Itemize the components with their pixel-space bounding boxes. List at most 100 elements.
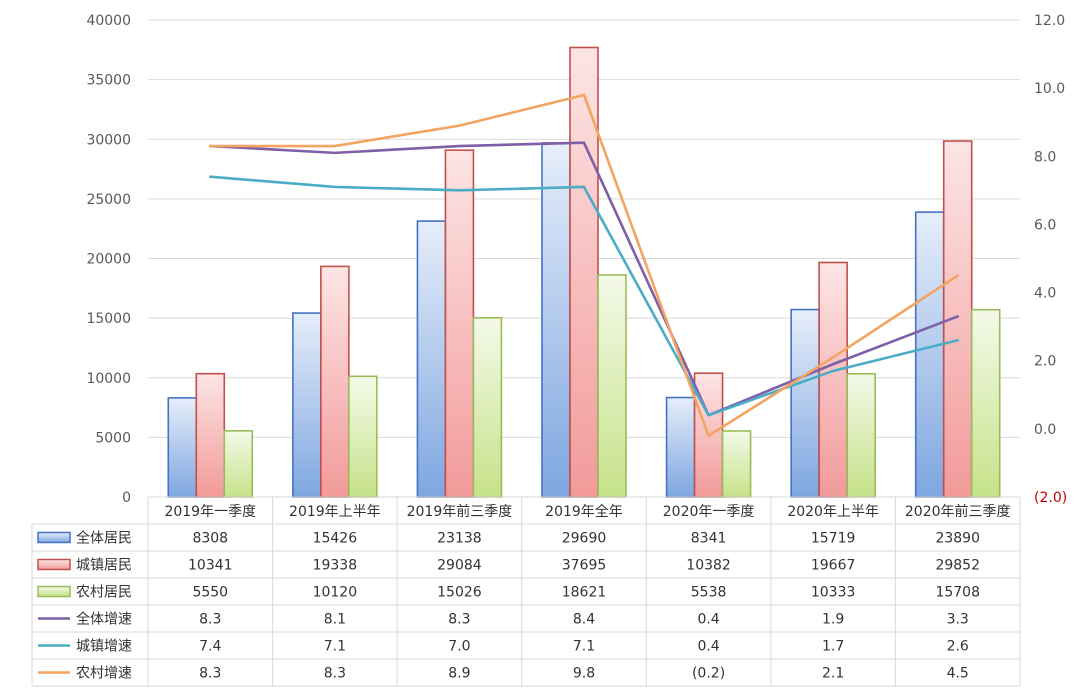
data-cell: 18621	[562, 585, 607, 601]
category-label: 2019年一季度	[164, 504, 256, 520]
bar-3	[846, 372, 876, 498]
y-right-tick-label: 6.0	[1034, 217, 1056, 233]
bar-1	[790, 308, 820, 498]
data-cell: 8.9	[448, 666, 470, 682]
y-left-tick-label: 40000	[86, 13, 131, 29]
legend-key	[37, 585, 71, 598]
y-right-tick-label: 10.0	[1034, 81, 1065, 97]
data-cell: 3.3	[947, 612, 969, 628]
bar-marks	[167, 46, 1001, 498]
legend-label: 全体增速	[76, 611, 132, 628]
data-cell: 8.3	[199, 612, 221, 628]
data-cell: 0.4	[697, 612, 719, 628]
bar-3	[970, 308, 1001, 498]
legend-key	[37, 558, 71, 571]
bar-1	[914, 211, 945, 498]
data-cell: 2.1	[822, 666, 844, 682]
data-cell: (0.2)	[692, 666, 725, 682]
y-right-tick-label: 4.0	[1034, 286, 1056, 302]
data-cell: 0.4	[697, 639, 719, 655]
bar-2	[444, 149, 475, 498]
y-left-tick-label: 5000	[95, 430, 131, 446]
data-cell: 5550	[192, 585, 228, 601]
data-cell: 15719	[811, 531, 856, 547]
y-right-tick-label: 0.0	[1034, 422, 1056, 438]
data-cell: 2.6	[947, 639, 969, 655]
data-cell: 1.9	[822, 612, 844, 628]
data-cell: 8.1	[324, 612, 346, 628]
line-series-3	[208, 93, 960, 437]
data-cell: 23890	[935, 531, 980, 547]
legend-key	[37, 531, 71, 544]
bar-3	[348, 375, 378, 498]
y-left-tick-label: 25000	[86, 192, 131, 208]
data-cell: 23138	[437, 531, 482, 547]
bar-1	[292, 312, 322, 498]
y-left-tick-label: 15000	[86, 311, 131, 327]
y-left-tick-label: 10000	[86, 371, 131, 387]
bar-2	[569, 46, 599, 498]
data-cell: 15708	[935, 585, 980, 601]
legend-label: 城镇居民	[76, 558, 132, 574]
data-cell: 5538	[691, 585, 727, 601]
y-right-tick-label: (2.0)	[1034, 490, 1067, 506]
data-cell: 8.3	[448, 612, 470, 628]
data-cell: 8.3	[199, 666, 221, 682]
bar-1	[416, 220, 447, 498]
y-left-tick-label: 20000	[86, 252, 131, 268]
data-cell: 15026	[437, 585, 482, 601]
bar-2	[320, 265, 350, 498]
data-cell: 10382	[686, 558, 731, 574]
bar-2	[195, 372, 226, 498]
category-label: 2019年上半年	[289, 504, 381, 520]
data-cell: 10333	[811, 585, 856, 601]
bar-3	[597, 274, 627, 498]
data-cell: 9.8	[573, 666, 595, 682]
legend-label: 城镇增速	[76, 639, 132, 655]
line-series	[208, 93, 960, 437]
line-series-2	[208, 175, 960, 417]
category-label: 2019年全年	[545, 503, 623, 520]
bar-3	[472, 317, 503, 498]
data-cell: 8308	[192, 531, 228, 547]
data-cell: 29084	[437, 558, 482, 574]
data-cell: 8.4	[573, 612, 595, 628]
data-cell: 19667	[811, 558, 856, 574]
category-label: 2019年前三季度	[407, 503, 513, 520]
bar-2	[818, 261, 848, 498]
data-cell: 10341	[188, 558, 233, 574]
y-left-tick-label: 0	[122, 490, 131, 506]
axes: 0 5000 10000 15000 20000 25000 30000 35000 40000…	[86, 13, 1067, 506]
data-cell: 7.1	[573, 639, 595, 655]
data-table: 2019年一季度 2019年上半年 2019年前三季度 2019年全年 2020年一季度…	[31, 496, 1021, 687]
data-cell: 7.0	[448, 639, 470, 655]
data-cell: 1.7	[822, 639, 844, 655]
category-label: 2020年上半年	[787, 504, 879, 520]
bar-1	[541, 142, 571, 498]
data-cell: 8.3	[324, 666, 346, 682]
bar-1	[167, 397, 198, 498]
data-cell: 7.4	[199, 639, 221, 655]
data-cell: 4.5	[947, 666, 969, 682]
bar-1	[665, 396, 696, 498]
bar-3	[721, 430, 752, 498]
data-cell: 10120	[313, 585, 358, 601]
y-right-tick-label: 8.0	[1034, 149, 1056, 165]
y-right-tick-label: 2.0	[1034, 354, 1056, 370]
legend-label: 农村增速	[76, 666, 132, 682]
data-cell: 15426	[313, 531, 358, 547]
y-right-tick-label: 12.0	[1034, 13, 1065, 29]
bar-3	[223, 430, 254, 498]
legend-label: 农村居民	[76, 585, 132, 601]
legend-label: 全体居民	[76, 530, 132, 547]
data-cell: 8341	[691, 531, 727, 547]
category-label: 2020年一季度	[663, 504, 755, 520]
data-cell: 29690	[562, 531, 607, 547]
category-label: 2020年前三季度	[905, 503, 1011, 520]
data-cell: 37695	[562, 558, 607, 574]
line-series-1	[208, 141, 960, 417]
data-cell: 29852	[935, 558, 980, 574]
y-left-tick-label: 30000	[86, 132, 131, 148]
y-left-tick-label: 35000	[86, 73, 131, 89]
